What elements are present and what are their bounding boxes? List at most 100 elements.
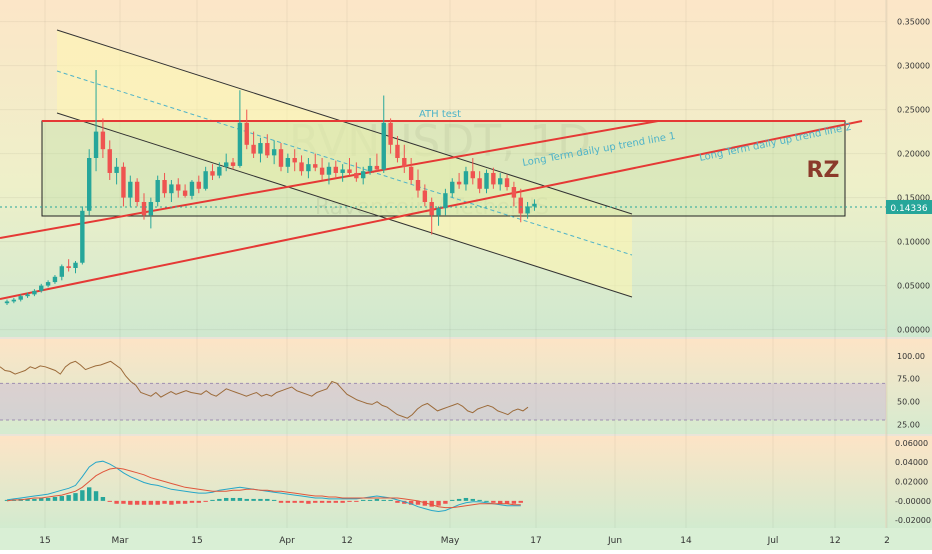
candle[interactable]	[443, 188, 448, 216]
channel-lower-line[interactable]	[56, 112, 633, 298]
candle[interactable]	[429, 197, 434, 235]
candle[interactable]	[450, 178, 455, 198]
candle[interactable]	[395, 136, 400, 163]
candle[interactable]	[477, 171, 482, 194]
candle[interactable]	[415, 169, 421, 198]
candle[interactable]	[333, 160, 338, 179]
candle[interactable]	[436, 206, 441, 226]
candle[interactable]	[203, 166, 208, 191]
candle[interactable]	[306, 158, 311, 179]
candle[interactable]	[491, 167, 496, 189]
candle[interactable]	[107, 140, 112, 180]
candle[interactable]	[388, 118, 393, 154]
candle[interactable]	[87, 149, 92, 216]
candle[interactable]	[532, 199, 537, 211]
candle[interactable]	[176, 178, 181, 198]
channel-midline[interactable]	[56, 70, 633, 256]
candle-body	[4, 301, 10, 304]
time-axis[interactable]: 15 Mar 15 Apr 12 May 17 Jun 14 Jul 12 2	[39, 536, 890, 546]
candle-body	[326, 166, 332, 175]
candle[interactable]	[196, 175, 201, 194]
candle-body	[189, 181, 195, 196]
candle[interactable]	[18, 294, 23, 302]
candle[interactable]	[66, 259, 71, 272]
candle[interactable]	[134, 178, 140, 207]
candle[interactable]	[148, 197, 154, 229]
candle[interactable]	[326, 162, 332, 185]
candle-body	[463, 171, 469, 185]
candle[interactable]	[251, 131, 256, 158]
candle[interactable]	[518, 188, 523, 223]
candle[interactable]	[80, 206, 85, 265]
candle[interactable]	[511, 181, 517, 207]
candle[interactable]	[162, 172, 167, 198]
price-axis[interactable]: 0.35000 0.30000 0.25000 0.20000 0.15000 0.100…	[897, 18, 930, 335]
macd-signal-line[interactable]	[6, 467, 521, 509]
candle[interactable]	[141, 193, 147, 220]
rsi-tick-label: 75.00	[897, 375, 920, 384]
candle[interactable]	[347, 158, 352, 176]
candle[interactable]	[265, 134, 270, 158]
macd-histogram-bar	[504, 500, 510, 504]
candle[interactable]	[313, 153, 318, 172]
candle[interactable]	[189, 180, 195, 200]
candle[interactable]	[244, 109, 249, 150]
rsi-pane[interactable]: 100.00 75.00 50.00 25.00	[0, 352, 925, 430]
candle[interactable]	[484, 169, 489, 194]
candle[interactable]	[354, 162, 359, 182]
candle[interactable]	[128, 175, 133, 207]
candle[interactable]	[278, 143, 284, 172]
candle[interactable]	[292, 149, 297, 172]
macd-tick-label: -0.02000	[895, 516, 931, 525]
candle[interactable]	[456, 172, 462, 189]
candle[interactable]	[121, 162, 126, 207]
macd-histogram-bar	[141, 500, 147, 505]
candle[interactable]	[182, 184, 188, 198]
candle[interactable]	[319, 158, 325, 180]
candle[interactable]	[504, 174, 510, 191]
candles[interactable]	[4, 70, 537, 305]
candle[interactable]	[52, 275, 58, 284]
candle[interactable]	[525, 202, 530, 219]
candle[interactable]	[155, 175, 160, 207]
macd-pane[interactable]: 0.06000 0.04000 0.02000 -0.00000 -0.02000	[4, 439, 931, 525]
candle[interactable]	[374, 153, 380, 172]
candle[interactable]	[381, 95, 386, 173]
candle[interactable]	[73, 260, 78, 274]
candle[interactable]	[114, 158, 119, 185]
candle[interactable]	[100, 118, 106, 158]
candle[interactable]	[402, 144, 407, 173]
candle-body	[100, 131, 106, 150]
candle[interactable]	[224, 153, 229, 172]
candle[interactable]	[408, 158, 414, 185]
candle[interactable]	[237, 90, 243, 168]
candle[interactable]	[367, 158, 373, 175]
candle[interactable]	[11, 297, 17, 304]
candle[interactable]	[45, 280, 51, 288]
candle[interactable]	[422, 184, 428, 207]
candle[interactable]	[210, 164, 215, 180]
candle[interactable]	[271, 140, 277, 165]
candle[interactable]	[463, 166, 469, 191]
candle[interactable]	[169, 180, 174, 202]
candle[interactable]	[32, 289, 37, 297]
candle[interactable]	[470, 158, 475, 185]
candle[interactable]	[230, 158, 236, 170]
candle[interactable]	[4, 299, 10, 305]
candle[interactable]	[217, 162, 222, 179]
candle[interactable]	[25, 292, 30, 298]
candle[interactable]	[93, 70, 99, 172]
candle-body	[11, 299, 17, 302]
candle[interactable]	[299, 155, 304, 176]
rsi-line[interactable]	[0, 360, 529, 419]
candle[interactable]	[285, 153, 291, 173]
candle[interactable]	[39, 283, 44, 293]
candle[interactable]	[340, 164, 345, 182]
candle[interactable]	[59, 264, 64, 281]
candle[interactable]	[361, 166, 366, 185]
macd-histogram-bar	[354, 500, 359, 502]
candle[interactable]	[498, 172, 503, 191]
candle[interactable]	[258, 137, 263, 163]
